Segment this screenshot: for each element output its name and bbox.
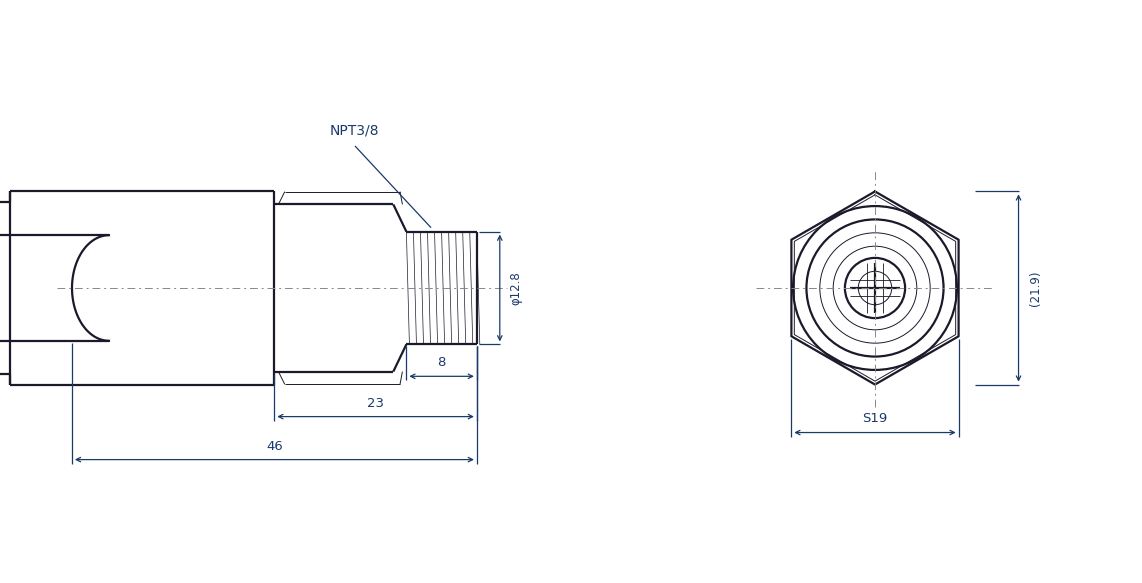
Text: 8: 8 [437,356,445,369]
Text: S19: S19 [862,412,887,424]
Text: 23: 23 [367,396,384,410]
Text: (21.9): (21.9) [1029,271,1042,305]
Text: φ12.8: φ12.8 [509,271,523,305]
Text: NPT3/8: NPT3/8 [330,124,379,138]
Text: 46: 46 [266,440,283,452]
